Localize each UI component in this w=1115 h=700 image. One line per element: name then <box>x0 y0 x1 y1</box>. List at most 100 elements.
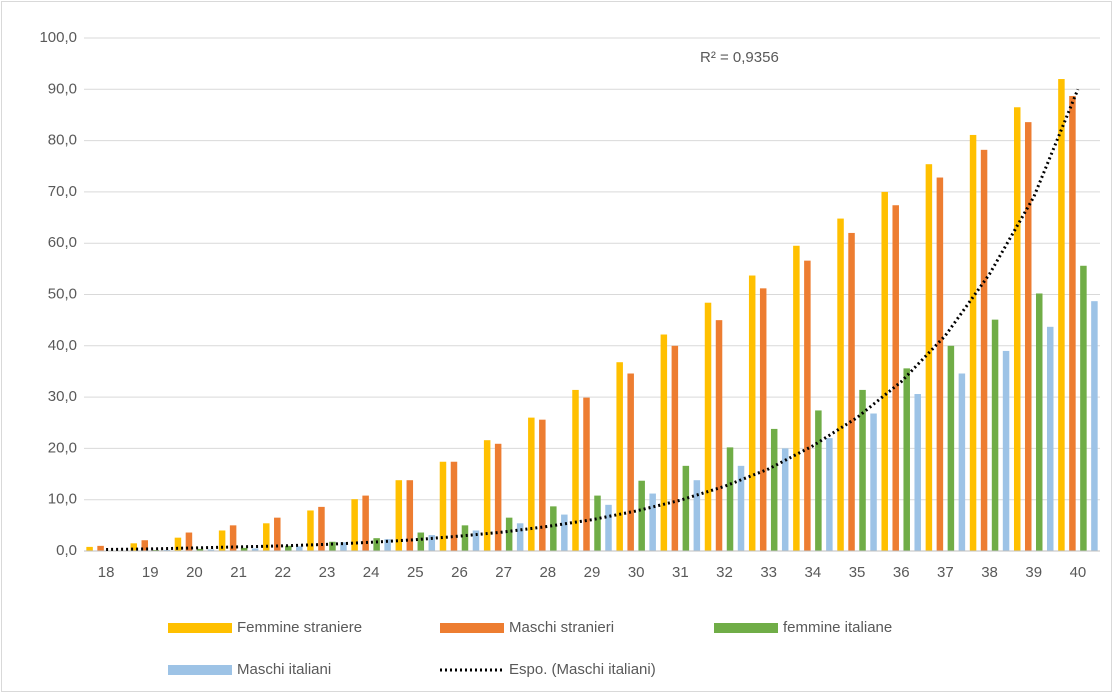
bar <box>318 506 325 551</box>
x-tick-label: 34 <box>805 564 822 581</box>
bar <box>1024 122 1032 551</box>
y-tick-label: 70,0 <box>48 183 77 200</box>
bar <box>251 548 259 551</box>
x-tick-label: 27 <box>495 564 512 581</box>
bar <box>826 438 833 551</box>
r-squared-label: R² = 0,9356 <box>700 49 779 66</box>
x-tick-label: 18 <box>98 564 115 581</box>
bar <box>97 545 104 551</box>
bar <box>130 543 138 551</box>
bar <box>638 480 645 551</box>
bar <box>583 397 590 551</box>
bar <box>1069 95 1076 552</box>
x-tick-label: 25 <box>407 564 424 581</box>
x-tick-label: 28 <box>539 564 556 581</box>
x-tick-label: 38 <box>981 564 998 581</box>
x-tick-label: 22 <box>274 564 291 581</box>
bar <box>903 368 910 551</box>
bar <box>340 542 347 551</box>
bar <box>572 389 579 551</box>
bar <box>174 537 182 551</box>
bar <box>550 506 557 551</box>
bar <box>715 320 723 551</box>
bar <box>660 334 668 551</box>
legend-label: Femmine straniere <box>237 619 362 636</box>
y-tick-label: 40,0 <box>48 337 77 354</box>
bar <box>649 493 656 551</box>
bar <box>428 535 436 551</box>
bar <box>1080 265 1087 551</box>
y-tick-label: 90,0 <box>48 80 77 97</box>
bar <box>152 549 160 551</box>
bar <box>240 547 248 551</box>
legend-swatch <box>440 623 504 633</box>
x-tick-label: 24 <box>363 564 380 581</box>
bar <box>362 495 369 551</box>
bar <box>141 540 149 551</box>
bar <box>218 530 226 551</box>
bar <box>848 232 855 551</box>
bar <box>616 362 623 551</box>
x-tick-label: 21 <box>230 564 247 581</box>
bar <box>892 205 899 551</box>
x-tick-label: 20 <box>186 564 203 581</box>
bar <box>494 443 502 551</box>
bar <box>1013 107 1021 551</box>
x-tick-label: 23 <box>319 564 336 581</box>
bar <box>704 302 712 551</box>
bar <box>196 548 204 551</box>
x-tick-label: 33 <box>760 564 777 581</box>
bar <box>528 417 535 551</box>
x-tick-label: 30 <box>628 564 645 581</box>
bar <box>461 525 469 551</box>
bar <box>781 448 789 551</box>
bar <box>726 447 734 551</box>
legend-swatch <box>168 665 232 675</box>
y-tick-label: 20,0 <box>48 439 77 456</box>
bar <box>329 541 336 551</box>
y-tick-label: 0,0 <box>56 542 77 559</box>
y-tick-label: 10,0 <box>48 491 77 508</box>
x-tick-label: 19 <box>142 564 159 581</box>
x-tick-label: 35 <box>849 564 866 581</box>
y-tick-label: 50,0 <box>48 285 77 302</box>
bar <box>274 517 281 551</box>
x-tick-label: 39 <box>1025 564 1042 581</box>
y-tick-label: 80,0 <box>48 132 77 149</box>
bar <box>737 465 745 551</box>
bar <box>483 440 491 551</box>
x-tick-label: 29 <box>584 564 601 581</box>
bar <box>605 504 612 551</box>
y-tick-label: 30,0 <box>48 388 77 405</box>
bar <box>870 413 877 551</box>
legend-swatch <box>168 623 232 633</box>
bar <box>406 480 414 551</box>
bar <box>837 218 844 552</box>
legend-label: Maschi italiani <box>237 661 331 678</box>
x-tick-label: 40 <box>1070 564 1087 581</box>
bar <box>296 546 303 551</box>
x-tick-label: 37 <box>937 564 954 581</box>
bar <box>859 389 866 551</box>
bar <box>86 546 93 551</box>
bar <box>450 461 458 551</box>
x-tick-label: 26 <box>451 564 468 581</box>
bar <box>793 245 800 551</box>
bar <box>561 514 568 551</box>
bar <box>384 539 391 551</box>
x-tick-label: 32 <box>716 564 733 581</box>
bar <box>770 428 778 551</box>
bar <box>804 260 811 551</box>
bar <box>748 275 756 551</box>
bar <box>1035 293 1043 551</box>
legend-label: Maschi stranieri <box>509 619 614 636</box>
bar <box>936 177 944 551</box>
bar <box>925 164 933 551</box>
bar <box>969 134 977 551</box>
legend-label: Espo. (Maschi italiani) <box>509 661 656 678</box>
bar <box>980 149 988 552</box>
bar <box>671 345 679 551</box>
bar <box>307 510 314 551</box>
